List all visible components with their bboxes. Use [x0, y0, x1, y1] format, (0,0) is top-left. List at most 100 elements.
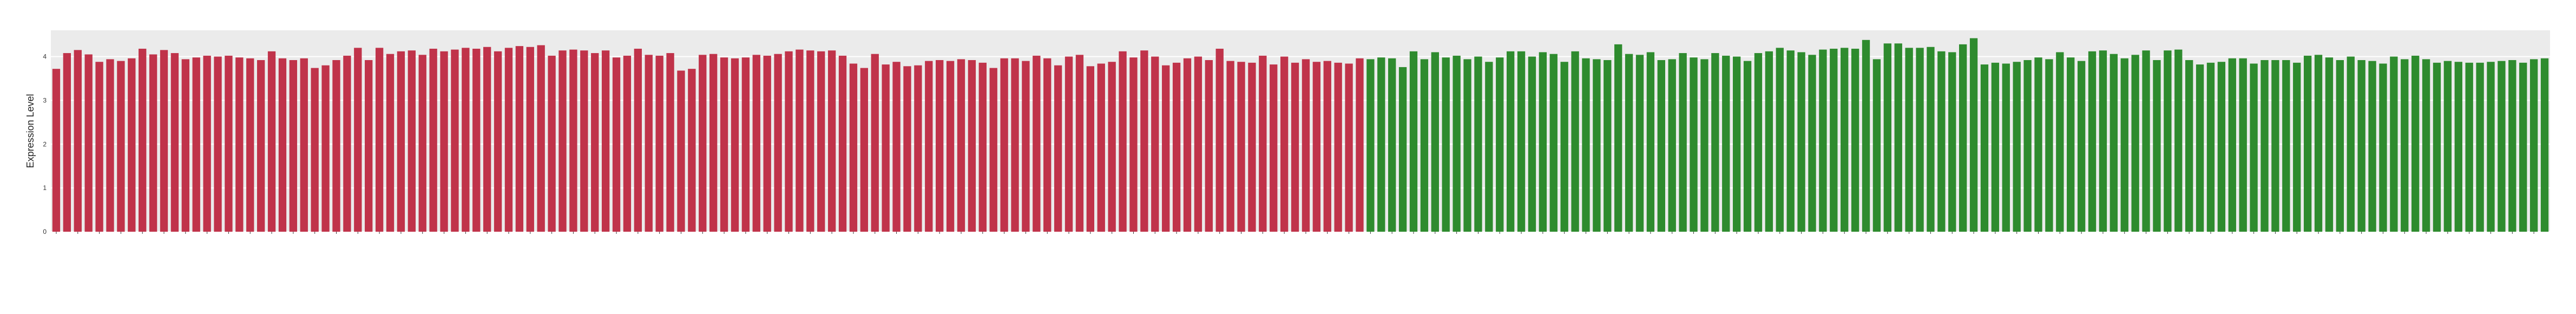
bar	[214, 56, 222, 232]
bar	[2411, 55, 2420, 232]
bar	[2120, 58, 2128, 232]
bar	[365, 60, 373, 232]
bar	[63, 53, 71, 232]
bar	[1517, 51, 1526, 232]
bar	[1334, 62, 1342, 232]
bar	[849, 63, 858, 232]
bar	[2314, 55, 2323, 232]
bar	[1560, 62, 1568, 232]
bar	[978, 62, 987, 232]
bar	[1797, 52, 1805, 232]
bar	[580, 50, 588, 232]
bar	[1765, 51, 1773, 232]
bar	[1431, 52, 1439, 232]
y-axis-ticks: 0 1 2 3 4	[43, 53, 47, 236]
bar	[1872, 59, 1881, 232]
bar	[1830, 48, 1838, 232]
bar	[246, 58, 254, 232]
bar	[2368, 61, 2376, 232]
bar	[1776, 48, 1784, 232]
bar	[1937, 51, 1946, 232]
bar	[537, 45, 545, 232]
bar	[257, 60, 265, 232]
bar	[1743, 61, 1752, 232]
bar	[397, 51, 405, 232]
bar	[1097, 63, 1105, 232]
bar	[106, 59, 114, 232]
bar	[1183, 58, 1192, 232]
bar	[451, 49, 459, 232]
bar	[1000, 58, 1008, 232]
bar	[1280, 56, 1289, 232]
bar	[1549, 54, 1558, 232]
bar	[2228, 58, 2236, 232]
bar	[2067, 57, 2075, 232]
bar	[95, 62, 103, 232]
bar	[1690, 57, 1698, 232]
bar	[882, 64, 890, 232]
bar	[806, 50, 814, 232]
bar	[2443, 61, 2452, 232]
bar	[1366, 59, 1375, 232]
bar	[117, 61, 125, 232]
bar	[1463, 59, 1471, 232]
bar	[2422, 59, 2430, 232]
bar	[462, 48, 470, 232]
bar	[192, 57, 200, 232]
bar	[1248, 62, 1256, 232]
bar	[2540, 58, 2549, 232]
bar	[2379, 63, 2387, 232]
bar	[2056, 52, 2064, 232]
bar	[311, 68, 319, 232]
bar	[1528, 56, 1536, 232]
bar	[139, 48, 147, 232]
bar	[645, 55, 653, 232]
bar	[1883, 43, 1891, 232]
bar	[2282, 60, 2290, 232]
bar	[2293, 62, 2301, 232]
y-tick-label: 0	[43, 228, 47, 236]
bar	[1129, 57, 1138, 232]
bar	[2336, 60, 2344, 232]
bar	[720, 57, 728, 232]
bar	[968, 60, 976, 232]
bar	[1409, 51, 1418, 232]
bar	[1948, 52, 1956, 232]
bar	[2217, 62, 2226, 232]
bar	[52, 69, 61, 232]
bar	[1474, 56, 1482, 232]
bar	[386, 54, 395, 232]
bar	[1377, 57, 1385, 232]
bar	[2390, 56, 2398, 232]
bar	[1808, 55, 1816, 232]
bar	[343, 55, 351, 232]
bar	[1905, 48, 1913, 232]
bar	[1786, 50, 1795, 232]
bar	[504, 48, 513, 232]
bar	[483, 47, 491, 232]
bar	[1916, 48, 1924, 232]
bar	[300, 58, 308, 232]
bar	[774, 54, 782, 232]
bar	[1593, 59, 1601, 232]
bar	[418, 55, 426, 232]
bar	[2401, 59, 2409, 232]
bar	[2250, 63, 2258, 232]
bar	[1086, 66, 1095, 232]
bar	[2303, 55, 2312, 232]
bar	[699, 55, 707, 232]
bar	[1205, 60, 1213, 232]
x-axis-ticks	[56, 232, 2534, 234]
bar	[2196, 64, 2204, 232]
bar	[1668, 59, 1676, 232]
bar	[515, 46, 524, 232]
bar	[1711, 53, 1719, 232]
bar	[612, 57, 621, 232]
bar	[1140, 50, 1148, 232]
bar	[494, 51, 502, 232]
bar	[709, 54, 718, 232]
bar	[1754, 53, 1763, 232]
bar	[472, 48, 481, 232]
bar	[1722, 55, 1730, 232]
